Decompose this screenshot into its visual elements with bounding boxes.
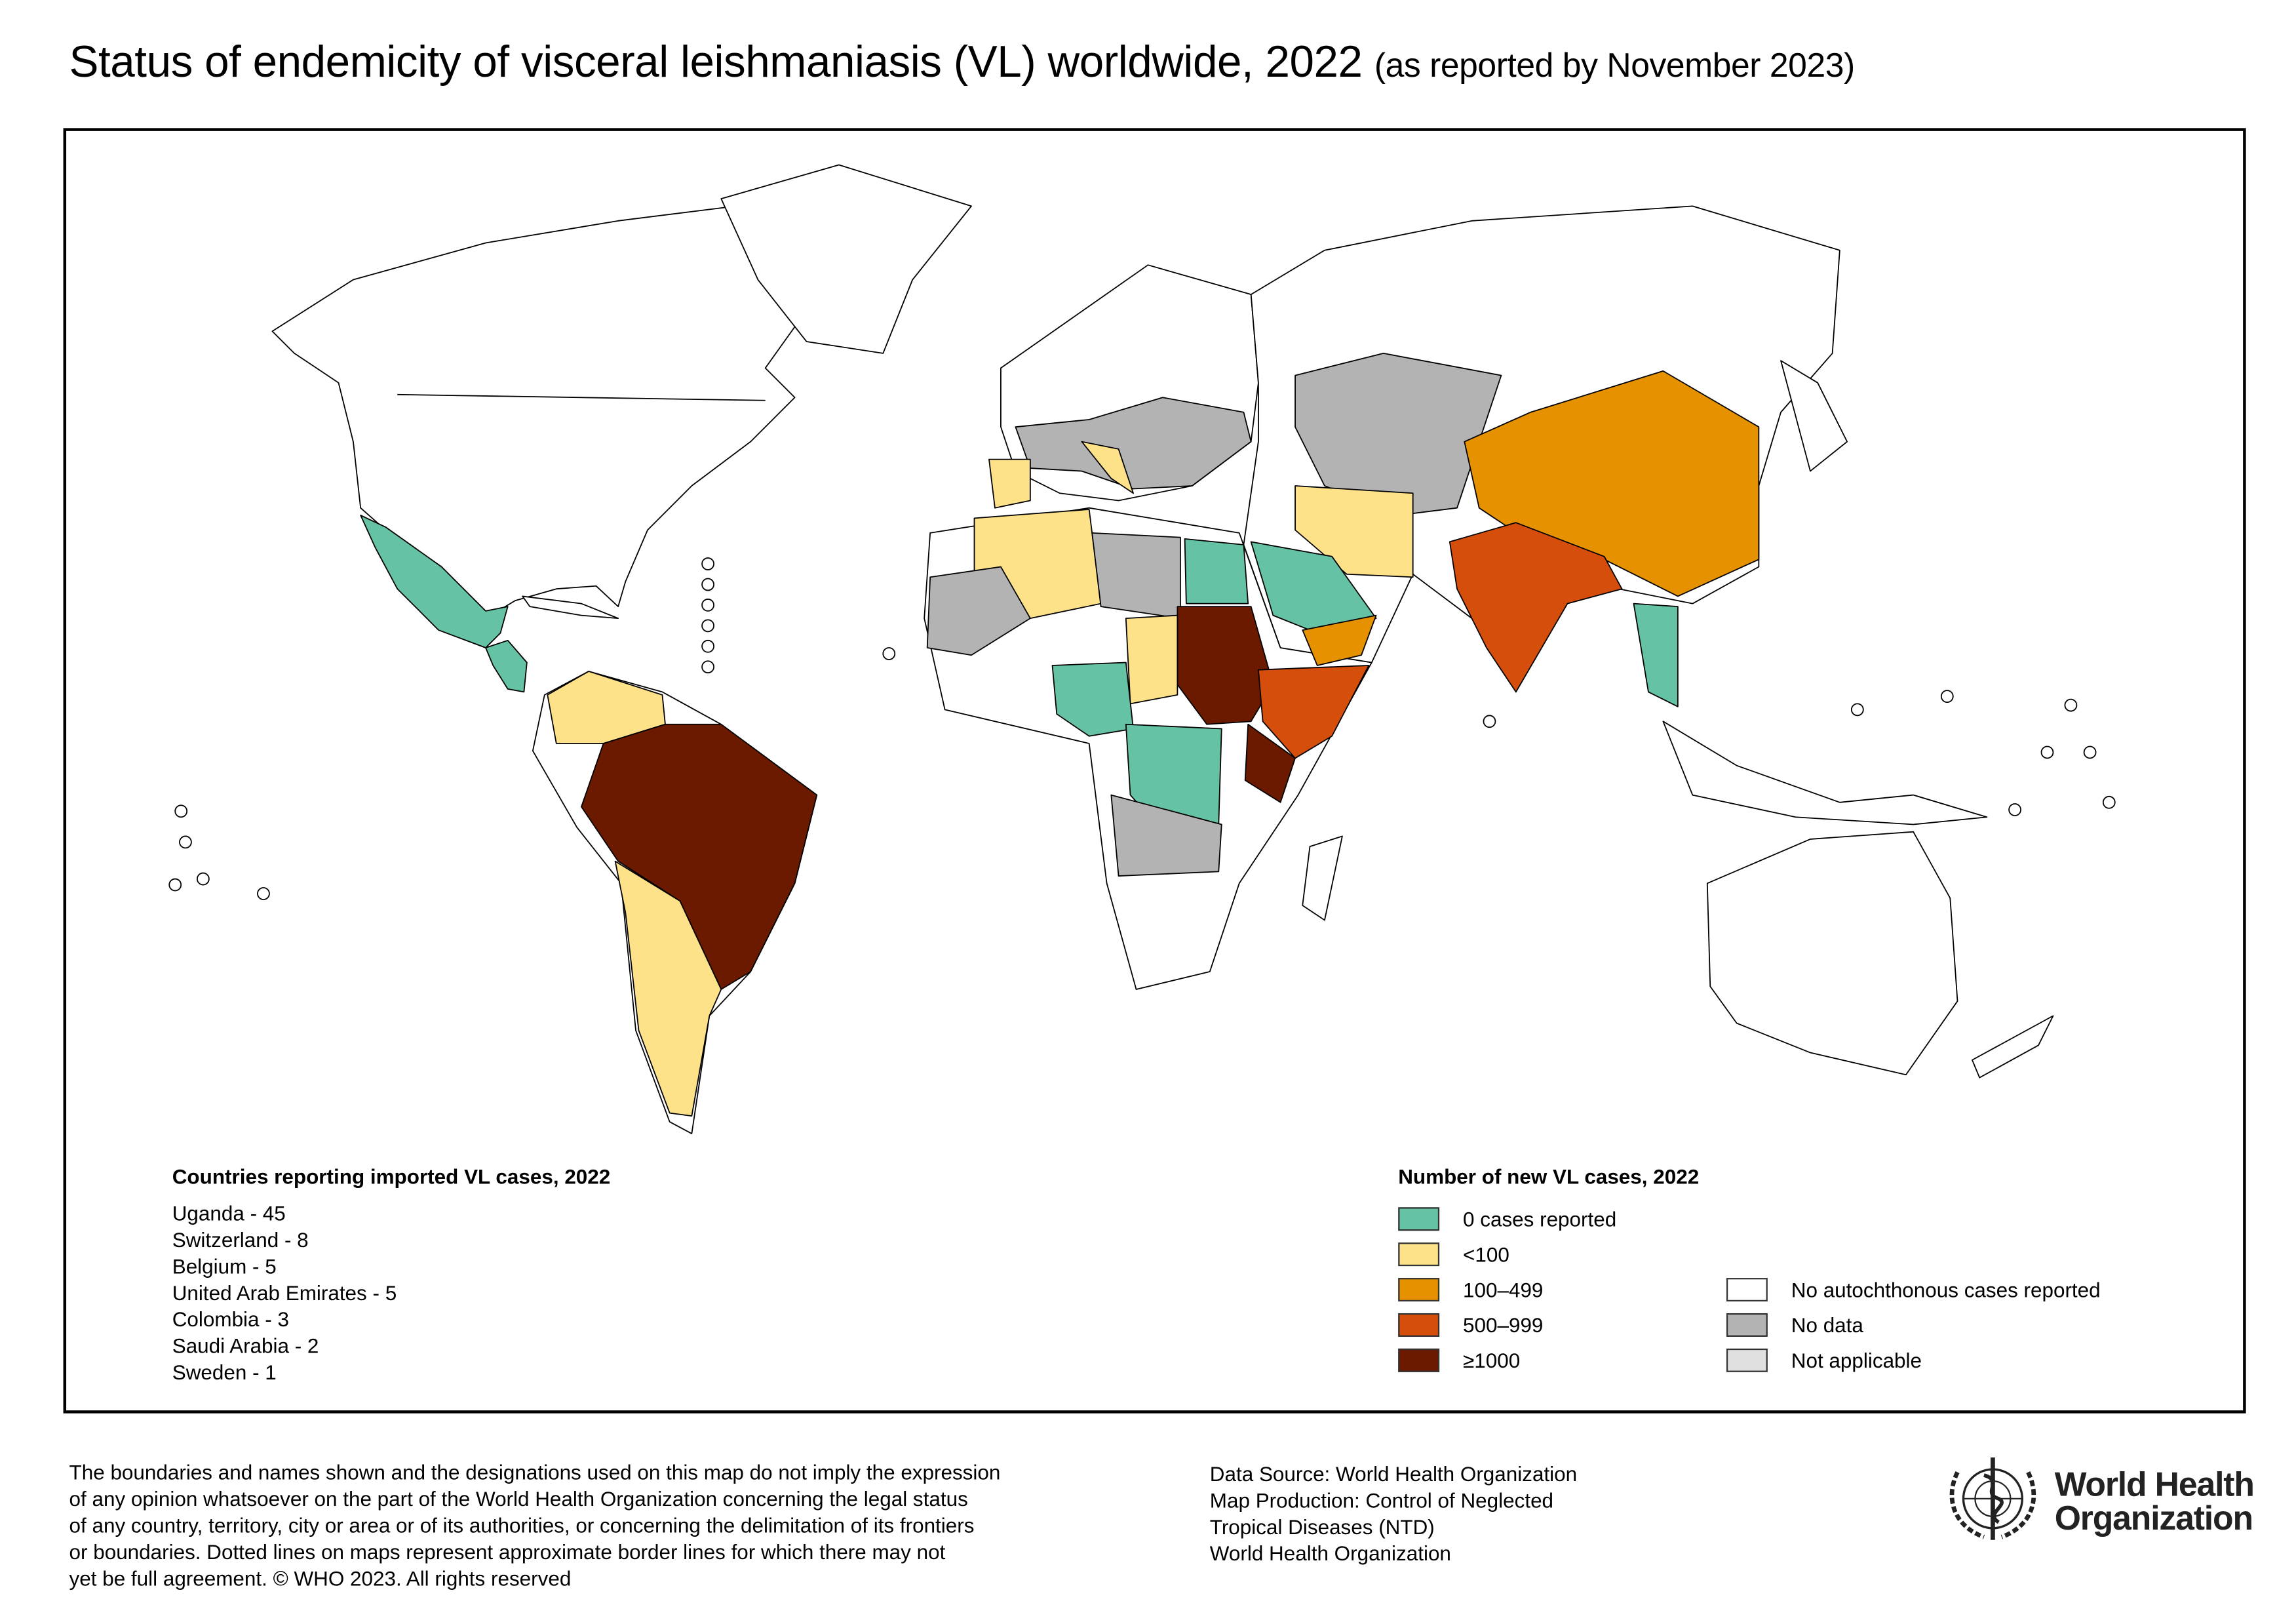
region-japan <box>1780 360 1848 472</box>
legend-item-not-applicable: Not applicable <box>1726 1348 1922 1372</box>
small-islands <box>168 557 2116 900</box>
region-central-america <box>485 639 528 693</box>
region-north-america <box>271 205 825 620</box>
legend-item-100-499: 100–499 <box>1398 1278 1544 1302</box>
legend-swatch <box>1726 1348 1768 1372</box>
imported-item: United Arab Emirates - 5 <box>172 1280 397 1305</box>
imported-legend-title: Countries reporting imported VL cases, 2… <box>172 1164 611 1189</box>
region-chad <box>1125 614 1178 705</box>
region-indonesia <box>1662 721 1988 825</box>
legend-item-no-autochthonous: No autochthonous cases reported <box>1726 1278 2101 1302</box>
map-frame <box>63 128 2246 1414</box>
region-australia <box>1706 831 1958 1076</box>
region-madagascar <box>1302 835 1343 921</box>
legend-item-no-data: No data <box>1726 1313 1863 1337</box>
imported-item: Belgium - 5 <box>172 1254 277 1278</box>
legend-item-gte1000: ≥1000 <box>1398 1348 1521 1372</box>
region-yemen-oman <box>1302 614 1377 666</box>
who-emblem-icon <box>1949 1457 2036 1540</box>
credit-line: Map Production: Control of Neglected <box>1209 1488 1554 1513</box>
legend-label: Not applicable <box>1791 1348 1922 1372</box>
region-caribbean <box>522 595 619 620</box>
legend-item-zero: 0 cases reported <box>1398 1207 1616 1231</box>
legend-label: ≥1000 <box>1463 1348 1521 1372</box>
region-ethiopia-somalia <box>1258 665 1370 759</box>
legend-label: <100 <box>1463 1242 1509 1267</box>
imported-legend-list: Uganda - 45 Switzerland - 8 Belgium - 5 … <box>172 1200 397 1385</box>
legend-label: 0 cases reported <box>1463 1207 1617 1231</box>
region-thailand <box>1633 603 1679 707</box>
legend-label: No autochthonous cases reported <box>1791 1278 2101 1302</box>
legend-label: No data <box>1791 1313 1863 1337</box>
logo-line: Organization <box>2054 1498 2253 1537</box>
disclaimer-line: The boundaries and names shown and the d… <box>69 1460 1001 1484</box>
region-southern-cone <box>614 860 722 1117</box>
region-nigeria <box>1051 662 1134 737</box>
imported-item: Colombia - 3 <box>172 1307 289 1331</box>
title-sub: (as reported by November 2023) <box>1374 45 1855 84</box>
region-iberia <box>988 458 1031 509</box>
region-mexico <box>360 515 509 648</box>
credit-line: World Health Organization <box>1209 1541 1451 1565</box>
imported-item: Uganda - 45 <box>172 1201 286 1225</box>
region-india <box>1449 522 1623 693</box>
region-canada-usa-border <box>397 393 766 401</box>
legend-swatch <box>1726 1313 1768 1337</box>
title-main: Status of endemicity of visceral leishma… <box>69 38 1374 87</box>
region-italy <box>1081 441 1134 494</box>
legend-swatch <box>1398 1242 1440 1267</box>
disclaimer-line: of any opinion whatsoever on the part of… <box>69 1486 968 1511</box>
imported-item: Sweden - 1 <box>172 1360 277 1384</box>
region-iran <box>1294 485 1414 578</box>
legend-label: 500–999 <box>1463 1313 1544 1337</box>
legend-swatch <box>1398 1207 1440 1231</box>
region-greenland <box>720 164 972 354</box>
credit-line: Data Source: World Health Organization <box>1209 1461 1578 1486</box>
map-title: Status of endemicity of visceral leishma… <box>69 38 1856 88</box>
region-libya <box>1091 532 1181 620</box>
region-europe-nodata <box>1015 397 1252 490</box>
imported-item: Saudi Arabia - 2 <box>172 1334 319 1358</box>
legend-swatch <box>1398 1313 1440 1337</box>
imported-item: Switzerland - 8 <box>172 1227 309 1252</box>
credit-line: Tropical Diseases (NTD) <box>1209 1515 1435 1539</box>
who-logo-text: World Health Organization <box>2054 1465 2255 1537</box>
legend-item-500-999: 500–999 <box>1398 1313 1543 1337</box>
legend-swatch <box>1398 1278 1440 1302</box>
region-kenya <box>1244 723 1296 803</box>
region-southern-africa-nodata <box>1110 794 1222 877</box>
logo-line: World Health <box>2054 1465 2255 1503</box>
region-egypt <box>1184 538 1249 604</box>
world-map <box>168 164 2116 1134</box>
region-central-asia-nodata <box>1294 353 1502 516</box>
credits: Data Source: World Health Organization M… <box>1210 1461 1577 1567</box>
disclaimer: The boundaries and names shown and the d… <box>69 1459 1001 1591</box>
legend-item-lt100: <100 <box>1398 1242 1509 1267</box>
region-new-zealand <box>1972 1015 2054 1079</box>
legend-label: 100–499 <box>1463 1278 1544 1302</box>
legend-swatch <box>1726 1278 1768 1302</box>
region-west-africa-nodata <box>926 566 1031 656</box>
legend-swatch <box>1398 1348 1440 1372</box>
disclaimer-line: of any country, territory, city or area … <box>69 1513 975 1537</box>
cases-legend-title: Number of new VL cases, 2022 <box>1398 1164 1700 1189</box>
who-logo: World Health Organization <box>1940 1455 2255 1549</box>
disclaimer-line: yet be full agreement. © WHO 2023. All r… <box>69 1566 572 1591</box>
disclaimer-line: or boundaries. Dotted lines on maps repr… <box>69 1539 946 1564</box>
